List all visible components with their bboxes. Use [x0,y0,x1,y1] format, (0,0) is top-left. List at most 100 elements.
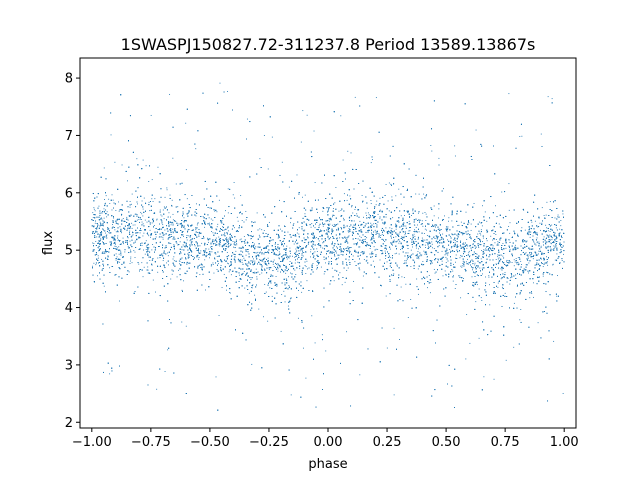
scatter-point [561,259,563,261]
scatter-point [455,261,456,263]
scatter-point [480,297,482,299]
scatter-point [161,215,163,217]
scatter-point [93,250,95,252]
scatter-point [360,252,362,253]
scatter-point [517,233,519,235]
scatter-point [227,91,228,92]
scatter-point [169,242,171,244]
scatter-point [147,244,149,246]
scatter-point [118,239,119,241]
scatter-point [146,221,148,223]
scatter-point [347,246,349,248]
scatter-point [556,253,558,255]
scatter-point [254,252,256,254]
scatter-point [107,227,109,228]
scatter-point [367,212,369,214]
scatter-point [143,232,145,234]
scatter-point [233,182,235,183]
scatter-point [298,254,299,256]
scatter-point [109,373,111,375]
scatter-point [207,238,209,240]
scatter-point [484,249,486,251]
scatter-point [401,276,403,278]
scatter-point [371,251,373,253]
scatter-point [259,273,261,275]
scatter-point [370,162,372,164]
scatter-point [224,248,226,250]
scatter-point [465,261,467,263]
scatter-point [422,212,424,214]
scatter-point [271,136,273,138]
scatter-point [393,327,395,329]
scatter-point [179,241,181,243]
scatter-point [278,258,280,260]
scatter-point [410,299,412,300]
scatter-point [321,334,323,336]
scatter-point [529,254,531,256]
scatter-point [522,283,523,285]
scatter-point [177,269,179,271]
scatter-point [531,292,533,294]
scatter-point [356,213,358,215]
scatter-point [482,264,484,266]
scatter-point [284,226,286,228]
scatter-point [377,248,379,250]
scatter-point [251,287,253,288]
scatter-point [520,230,522,232]
scatter-point [301,291,303,293]
scatter-point [134,240,136,242]
scatter-point [388,182,390,184]
scatter-point [204,259,206,261]
scatter-point [246,263,248,265]
scatter-point [447,228,449,230]
scatter-point [495,259,497,260]
scatter-point [451,220,453,222]
scatter-point [252,264,254,266]
scatter-point [550,239,551,241]
scatter-point [115,246,117,248]
scatter-point [463,278,464,279]
scatter-point [185,273,187,275]
scatter-point [297,317,299,319]
scatter-point [541,262,542,264]
scatter-point [328,230,330,232]
scatter-point [441,250,443,252]
scatter-point [499,280,500,282]
scatter-point [340,115,342,117]
scatter-point [414,229,416,231]
scatter-point [415,247,417,249]
scatter-point [418,193,420,195]
scatter-point [439,232,440,234]
scatter-point [482,273,484,275]
scatter-point [325,350,327,352]
scatter-point [372,236,374,238]
scatter-point [357,241,358,243]
scatter-point [182,244,184,246]
scatter-point [92,242,94,244]
scatter-point [433,226,434,227]
scatter-point [181,289,183,291]
scatter-point [551,224,553,226]
scatter-point [414,231,416,233]
scatter-point [519,136,521,137]
scatter-point [348,227,350,229]
scatter-point [172,157,174,159]
scatter-point [140,211,142,213]
scatter-point [346,331,348,333]
scatter-point [302,229,304,231]
scatter-point [261,265,263,267]
scatter-point [185,325,187,327]
scatter-point [502,266,504,268]
scatter-point [149,260,151,261]
scatter-point [359,255,361,257]
scatter-point [445,262,447,264]
scatter-point [113,217,115,219]
scatter-point [298,235,300,237]
scatter-point [490,235,492,237]
scatter-point [233,227,235,229]
scatter-point [254,243,255,245]
scatter-point [283,240,284,242]
scatter-point [302,196,303,198]
scatter-point [214,239,216,241]
scatter-point [449,235,451,237]
